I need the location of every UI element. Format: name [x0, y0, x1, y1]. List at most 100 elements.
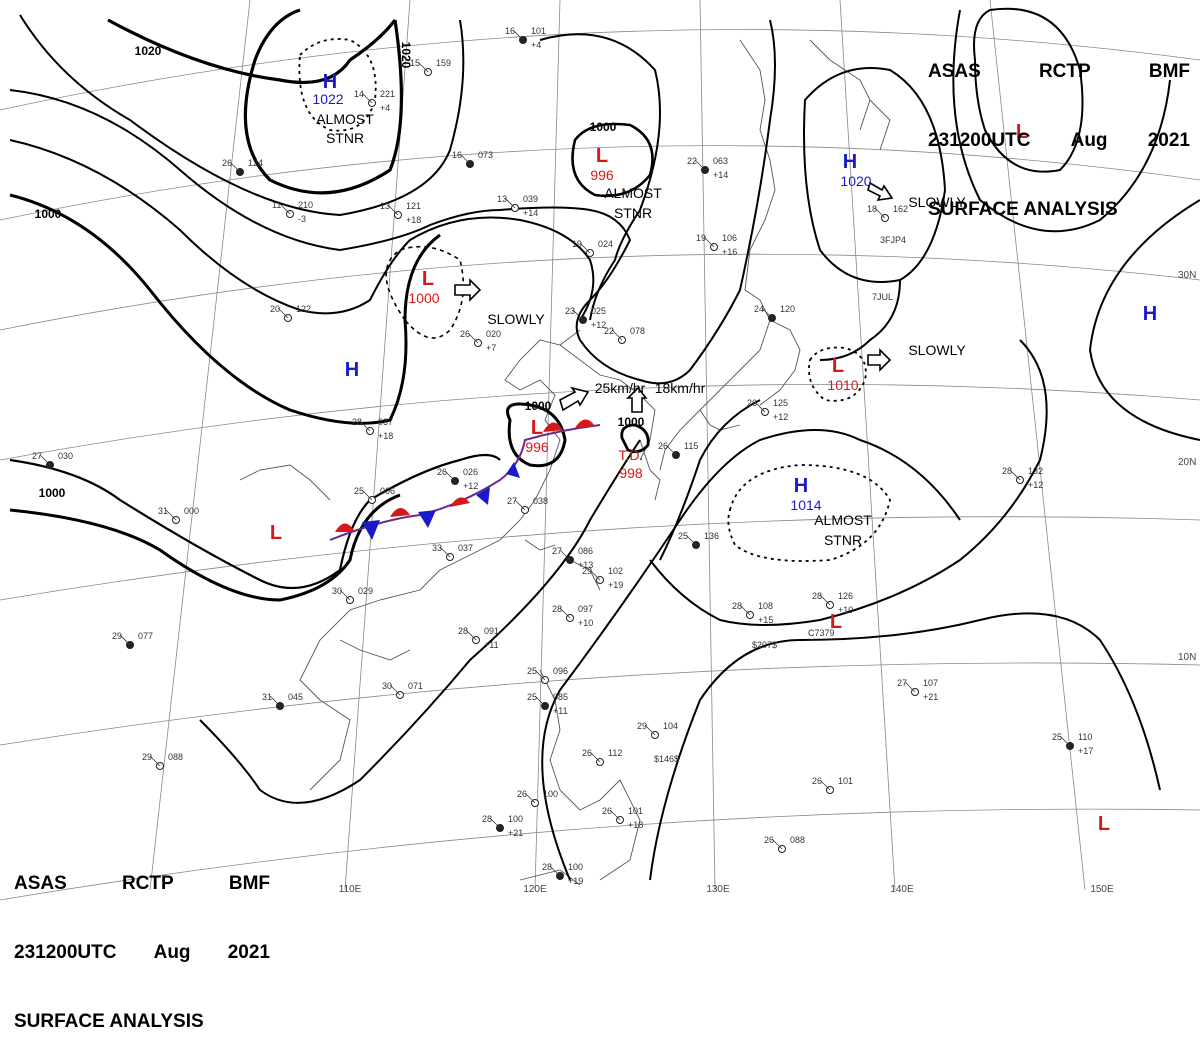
- wind-barb-icon: [611, 329, 623, 341]
- station-temp: 25: [527, 666, 537, 676]
- station-pressure: 125: [773, 398, 788, 408]
- wind-barb-icon: [644, 724, 656, 736]
- header-month: Aug: [1070, 130, 1108, 151]
- station-temp: 14: [354, 89, 364, 99]
- lon-label: 150E: [1090, 884, 1114, 895]
- footer-station: RCTP: [121, 873, 174, 894]
- low-center: L: [830, 611, 842, 633]
- low-value: 1000: [408, 290, 439, 306]
- wind-barb-icon: [465, 629, 477, 641]
- station-pressure: 071: [408, 681, 423, 691]
- header-year: 2021: [1147, 130, 1190, 151]
- wind-barb-icon: [819, 594, 831, 606]
- station-tendency: +19: [568, 876, 583, 886]
- station-pressure: 122: [296, 304, 311, 314]
- station-tendency: +4: [531, 40, 541, 50]
- station-plot: 27 038: [507, 496, 548, 514]
- station-temp: 22: [604, 326, 614, 336]
- warm-front-pip: [450, 497, 470, 507]
- station-pressure: 037: [378, 417, 393, 427]
- station-pressure: 025: [591, 306, 606, 316]
- station-plot: 28 100 +19: [542, 862, 583, 886]
- low-center: L: [531, 417, 543, 439]
- station-tendency: +19: [608, 580, 623, 590]
- station-plot: 14 221 +4: [354, 89, 395, 113]
- station-plot: 13 121 +18: [380, 201, 421, 225]
- station-plot: 27 086 +13: [552, 546, 593, 570]
- station-plot: 26 112: [582, 748, 622, 766]
- wind-barb-icon: [339, 589, 351, 601]
- station-temp: 26: [582, 748, 592, 758]
- isobar-label: 1000: [39, 486, 66, 500]
- station-pressure: 039: [523, 194, 538, 204]
- station-tendency: +16: [722, 247, 737, 257]
- station-pressure: 110: [1078, 732, 1092, 742]
- station-pressure: 210: [298, 200, 313, 210]
- station-pressure: 121: [406, 201, 421, 211]
- station-pressure: 102: [608, 566, 623, 576]
- station-temp: 15: [410, 58, 420, 68]
- motion-arrows: [454, 181, 894, 413]
- station-plot: 28 100 +21: [482, 814, 523, 838]
- station-pressure: 091: [484, 626, 499, 636]
- isobar-1000-south: [9, 493, 401, 602]
- station-plot: 28 132 +12: [1002, 466, 1043, 490]
- status-label: STNR: [326, 130, 364, 146]
- station-plot: 26 124: [222, 158, 263, 176]
- station-pressure: 159: [436, 58, 451, 68]
- isobar-1020-north: [107, 18, 397, 85]
- station-tendency: +18: [628, 820, 643, 830]
- header-station: RCTP: [1038, 61, 1091, 82]
- isobar-label: 1020: [399, 42, 413, 69]
- status-label: STNR: [614, 205, 652, 221]
- td-value: 998: [619, 465, 643, 481]
- station-temp: 26: [747, 398, 757, 408]
- station-temp: 26: [658, 441, 668, 451]
- isobar-label: 1020: [135, 44, 162, 58]
- wind-barb-icon: [514, 499, 526, 511]
- low-center: L: [422, 268, 434, 290]
- warm-front-pip: [335, 523, 355, 532]
- status-label: STNR: [824, 532, 862, 548]
- low-value: 1010: [827, 377, 858, 393]
- station-temp: 29: [112, 631, 122, 641]
- low-center: L: [270, 522, 282, 544]
- wind-barb-icon: [229, 161, 241, 173]
- arrow-icon: [559, 386, 590, 412]
- high-center: H: [345, 359, 359, 381]
- low-value: 996: [525, 439, 549, 455]
- speed-label: 25km/hr: [595, 380, 646, 396]
- station-plot: 22 078: [604, 326, 645, 344]
- wind-barb-icon: [119, 634, 131, 646]
- station-tendency: +4: [380, 103, 390, 113]
- station-pressure: 124: [248, 158, 263, 168]
- arrow-icon: [454, 278, 482, 302]
- station-plot: 25 110 +17: [1052, 732, 1093, 756]
- isobar-1000-china-low: [506, 402, 567, 468]
- station-plot: 26 101: [812, 776, 853, 794]
- wind-barb-icon: [389, 684, 401, 696]
- footer-year: 2021: [227, 942, 270, 963]
- station-pressure: 100: [543, 789, 558, 799]
- station-tendency: +14: [713, 170, 728, 180]
- wind-barb-icon: [444, 470, 456, 482]
- station-tendency: +12: [1028, 480, 1043, 490]
- station-pressure: 136: [704, 531, 719, 541]
- footer-center: ASAS: [14, 873, 67, 894]
- station-extra-text: 7JUL: [872, 292, 893, 302]
- weather-map: H 1022 ALMOST STNR L 996 ALMOST STNR L 1…: [0, 0, 1200, 901]
- station-tendency: +15: [758, 615, 773, 625]
- station-temp: 29: [582, 566, 592, 576]
- station-plot: 25 136: [678, 531, 719, 549]
- isobar-label: 1000: [590, 120, 617, 134]
- station-plot: 20 122: [270, 304, 311, 322]
- station-temp: 19: [572, 239, 582, 249]
- station-temp: 28: [1002, 466, 1012, 476]
- station-plot: 19 106 +16: [696, 233, 737, 257]
- station-temp: 24: [754, 304, 764, 314]
- station-plot: 26 088: [764, 835, 805, 853]
- high-center: H: [843, 151, 857, 173]
- td-center: T.D.: [619, 447, 644, 463]
- station-temp: 30: [332, 586, 342, 596]
- motion-label: SLOWLY: [487, 311, 545, 327]
